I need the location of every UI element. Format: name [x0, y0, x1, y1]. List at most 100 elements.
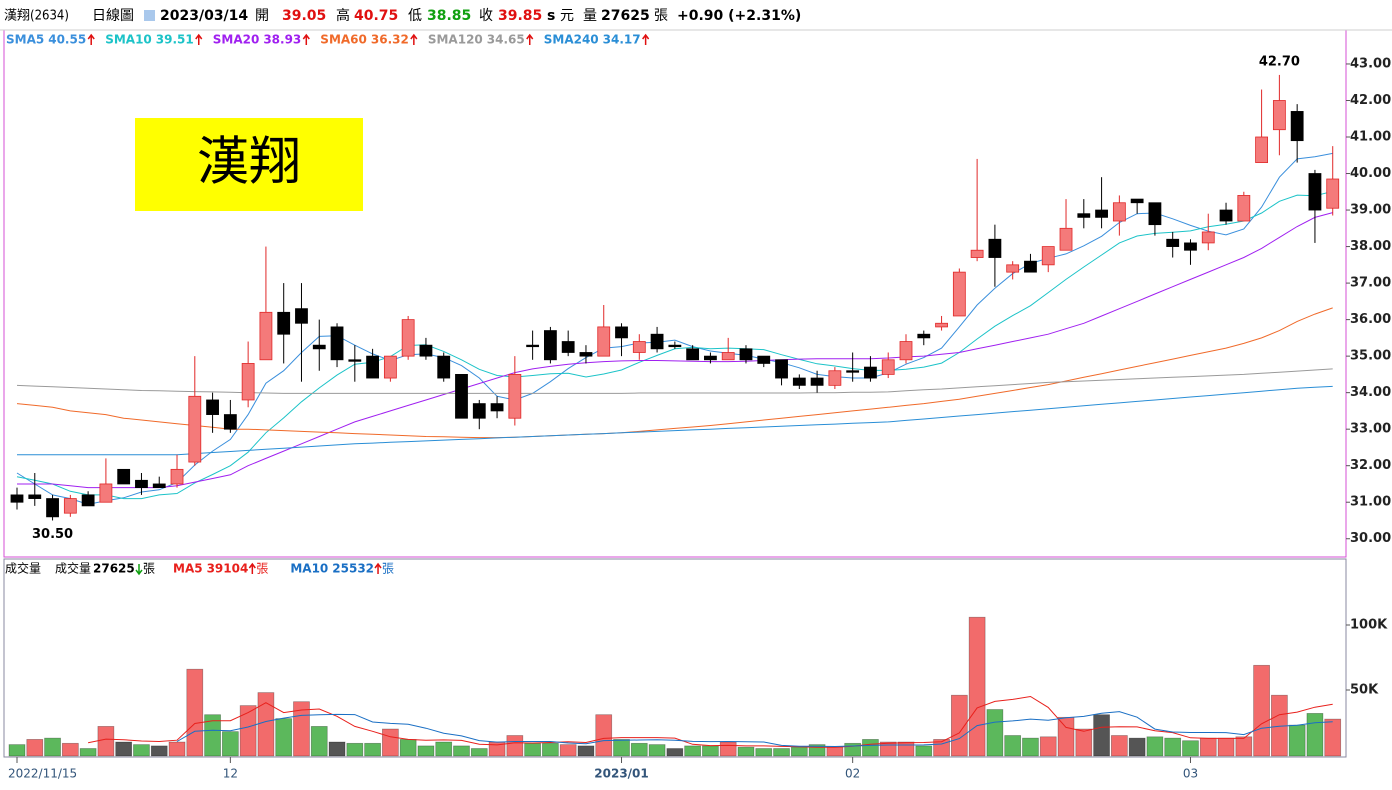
date: 2023/03/14: [160, 8, 248, 24]
candle-body: [579, 352, 593, 357]
candle-body: [1184, 242, 1197, 251]
volume-bar: [364, 742, 381, 757]
candle-body: [206, 399, 219, 415]
period: 日線圖: [92, 8, 134, 24]
volume-panel: [3, 558, 1347, 758]
candle-body: [152, 483, 166, 489]
period-dropdown[interactable]: [144, 10, 155, 21]
legend-name: SMA20: [213, 33, 260, 47]
candle-body: [46, 498, 59, 518]
x-tick-label: 2022/11/15: [8, 767, 77, 781]
candle-body: [1308, 173, 1322, 211]
y-tick-label: 38.00: [1350, 239, 1391, 254]
candle-body: [544, 330, 557, 361]
sma-line: [17, 385, 1333, 456]
candle-body: [935, 322, 948, 328]
candle-body: [1255, 136, 1268, 163]
candle-body: [1059, 227, 1073, 251]
sma-line: [17, 212, 1333, 489]
volume-bar: [630, 742, 648, 757]
y-tick-label: 33.00: [1350, 422, 1391, 437]
y-tick-label: 36.00: [1350, 312, 1391, 327]
x-tick-label: 02: [845, 767, 860, 781]
close-value: 39.85: [498, 8, 542, 24]
candle-body: [561, 341, 575, 353]
volume-bar: [915, 745, 933, 757]
candle-body: [366, 355, 380, 379]
up-arrow: [642, 33, 650, 45]
volume-bar: [950, 694, 968, 757]
volume-bar: [968, 616, 986, 757]
y-tick-label: 32.00: [1350, 458, 1391, 473]
up-arrow: [195, 33, 203, 45]
candle-body: [792, 377, 806, 386]
volume-bar: [577, 745, 595, 757]
volume-bar: [1306, 713, 1324, 757]
candle-body: [775, 359, 788, 379]
legend-name: SMA60: [320, 33, 367, 47]
volume-bar: [897, 741, 915, 757]
candle-body: [1130, 198, 1144, 204]
candle-body: [810, 377, 824, 386]
volume-bar: [435, 741, 453, 757]
candle-body: [472, 403, 486, 419]
volume-bar: [862, 739, 879, 757]
high-label: 高: [336, 7, 350, 24]
candle-body: [615, 326, 628, 339]
volume-bar: [826, 746, 844, 757]
candle-body: [757, 355, 771, 364]
volume-bar: [79, 748, 97, 757]
title-box: [135, 118, 363, 211]
volume-bar: [257, 692, 275, 757]
volume-bar: [933, 739, 950, 757]
legend-value: 25532: [332, 562, 374, 576]
candle-body: [1201, 231, 1215, 244]
volume-bar: [239, 705, 257, 757]
candle-body: [63, 498, 77, 514]
volume-bar: [186, 668, 204, 757]
volume-bar: [204, 714, 221, 757]
stock-title: 漢翔: [197, 133, 301, 193]
candle-body: [846, 370, 860, 373]
legend-unit: 張: [256, 562, 268, 576]
sma-line: [16, 152, 1333, 505]
x-tick-label: 2023/01: [594, 767, 648, 781]
legend-name: SMA120: [428, 33, 483, 47]
volume-label: 量: [583, 8, 597, 24]
candle-body: [1219, 209, 1233, 222]
legend-value: 39104: [207, 562, 249, 576]
candle-body: [899, 341, 913, 361]
close-label: 收: [479, 8, 493, 24]
volume-bar: [1217, 737, 1235, 757]
legend-value: 39.51: [156, 33, 194, 47]
legend-name: SMA5: [6, 33, 44, 47]
y-tick-label: 37.00: [1350, 276, 1391, 291]
volume-unit: 張: [654, 8, 668, 24]
volume-bar: [595, 714, 613, 757]
candle-body: [1272, 100, 1286, 131]
volume-bar: [559, 744, 577, 757]
candle-body: [383, 355, 397, 379]
high-value: 40.75: [354, 8, 398, 24]
candle-body: [952, 271, 966, 317]
volume-bar: [382, 728, 399, 757]
unit-s: s: [547, 8, 555, 24]
legend-name: SMA240: [544, 33, 599, 47]
low-label: 低: [408, 8, 422, 24]
volume-bar: [1111, 735, 1128, 757]
legend-name: MA5: [173, 562, 203, 576]
legend-name: MA10: [290, 562, 328, 576]
candle-body: [1237, 195, 1251, 222]
volume-bar: [542, 742, 559, 757]
up-arrow: [410, 33, 418, 45]
candle-body: [632, 341, 646, 353]
candle-body: [259, 311, 273, 361]
volume-bar: [61, 742, 79, 757]
candle-body: [1166, 238, 1180, 247]
volume-bar: [150, 745, 168, 757]
up-arrow: [526, 33, 534, 45]
candle-body: [28, 494, 42, 499]
volume-bar: [524, 742, 541, 757]
volume-bar: [44, 737, 61, 757]
